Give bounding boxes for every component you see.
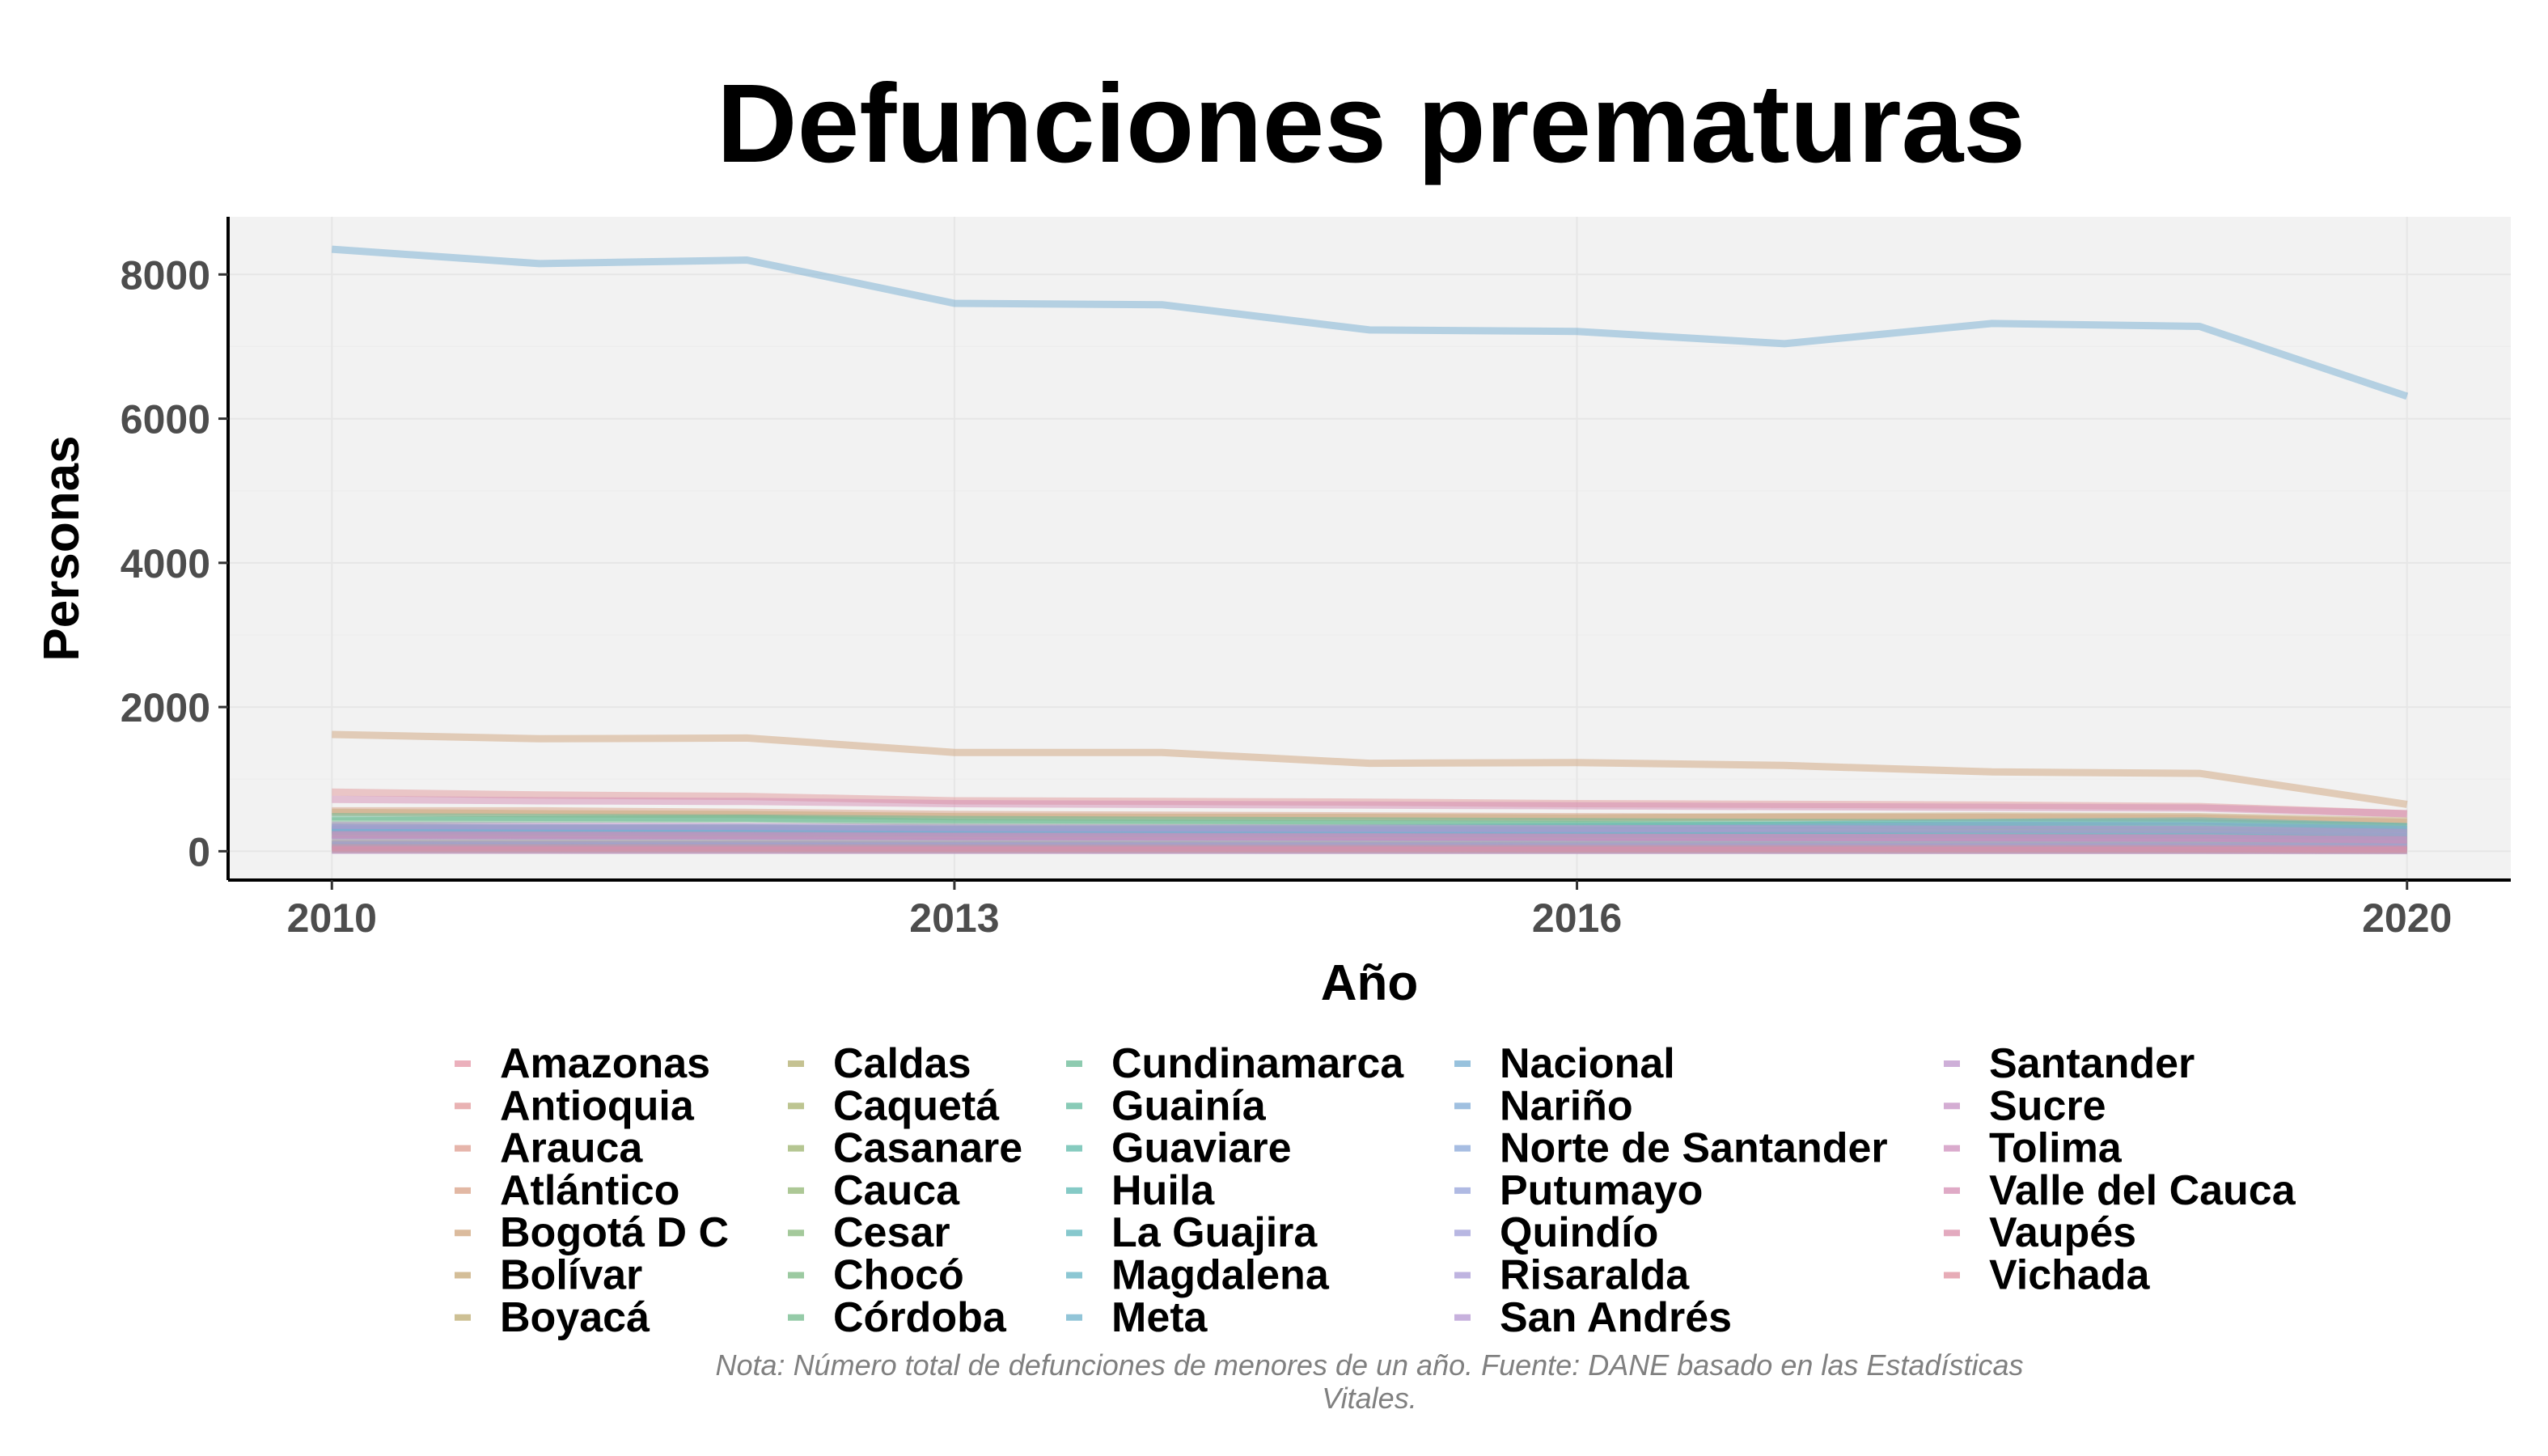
legend-label: San Andrés [1500,1294,1732,1341]
series-line-valle-del-cauca [332,795,2407,818]
caption-line-1: Nota: Número total de defunciones de men… [716,1348,2024,1382]
legend-label: Córdoba [833,1294,1007,1341]
legend-label: Putumayo [1500,1167,1703,1214]
chart-title: Defunciones prematuras [717,61,2025,186]
x-axis-title: Año [1321,955,1419,1011]
legend-label: Cundinamarca [1111,1040,1404,1087]
y-tick-label: 2000 [121,685,210,730]
series-line-vichada [332,844,2407,853]
legend-label: Casanare [833,1125,1022,1172]
legend-label: Cesar [833,1209,950,1256]
caption-line-2: Vitales. [1322,1382,1416,1415]
y-tick-label: 4000 [121,541,210,586]
legend-label: Quindío [1500,1209,1658,1256]
legend-label: Guaviare [1111,1125,1292,1172]
legend-label: Cauca [833,1167,960,1214]
series-lines [331,245,2409,855]
y-axis-title: Personas [34,435,90,661]
x-tick-label: 2016 [1532,895,1622,941]
series-line-risaralda [332,836,2407,848]
legend-label: Arauca [500,1125,643,1172]
x-tick-label: 2020 [2362,895,2452,941]
legend-label: Magdalena [1111,1252,1330,1299]
legend-label: Antioquia [500,1082,695,1129]
legend-label: Valle del Cauca [1989,1167,2296,1214]
legend-label: Vichada [1989,1252,2151,1299]
legend-label: Bolívar [500,1252,642,1299]
legend-label: Guainía [1111,1082,1267,1129]
series-line-santander [332,821,2407,836]
legend-label: Risaralda [1500,1252,1690,1299]
y-tick-label: 6000 [121,397,210,442]
series-line-tolima [332,831,2407,844]
axes [226,217,2511,882]
legend-label: Caldas [833,1040,971,1087]
series-line-nacional [331,245,2409,400]
x-tick-label: 2010 [287,895,377,941]
legend-label: Atlántico [500,1167,679,1214]
legend-label: Huila [1111,1167,1215,1214]
legend-label: Sucre [1989,1082,2106,1129]
legend-label: Tolima [1989,1125,2123,1172]
legend-label: La Guajira [1111,1209,1318,1256]
legend-label: Vaupés [1989,1209,2136,1256]
legend-label: Boyacá [500,1294,650,1341]
plot-panel [228,217,2511,880]
legend-label: Nariño [1500,1082,1633,1129]
x-tick-label: 2013 [909,895,999,941]
legend-label: Caquetá [833,1082,1000,1129]
y-tick-label: 0 [188,829,210,874]
y-tick-label: 8000 [121,252,210,298]
legend-label: Norte de Santander [1500,1125,1888,1172]
series-line-bogot-d-c [332,730,2408,808]
legend-label: Chocó [833,1252,964,1299]
legend-label: Santander [1989,1040,2195,1087]
legend-label: Meta [1111,1294,1208,1341]
legend-label: Amazonas [500,1040,710,1087]
grid-lines [228,217,2511,880]
legend-label: Nacional [1500,1040,1675,1087]
legend-label: Bogotá D C [500,1209,729,1256]
ticks: 0 2000 4000 6000 8000 2010 2013 2016 2020 [121,252,2453,941]
